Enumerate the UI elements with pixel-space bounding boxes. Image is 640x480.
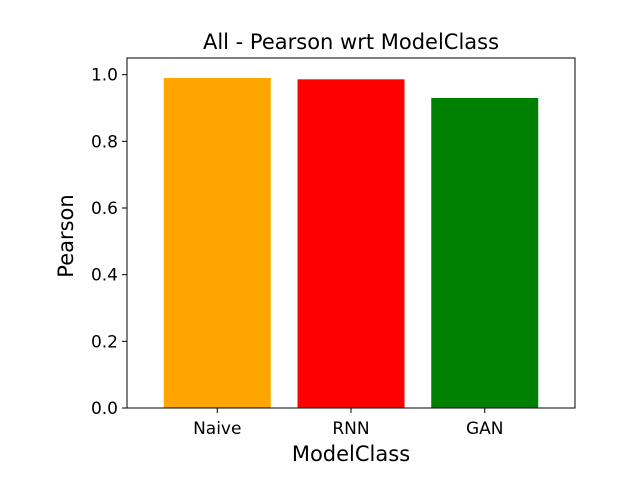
bar-gan — [431, 98, 539, 408]
x-axis: Naive RNN GAN — [193, 408, 503, 439]
y-tick-label: 0.0 — [91, 399, 118, 419]
y-tick-label: 0.4 — [91, 266, 118, 286]
bar-naive — [163, 78, 271, 408]
chart-title: All - Pearson wrt ModelClass — [203, 30, 499, 54]
x-tick-label: RNN — [332, 419, 369, 439]
y-tick-label: 0.6 — [91, 199, 118, 219]
y-axis: 0.0 0.2 0.4 0.6 0.8 1.0 — [91, 66, 127, 419]
y-tick-label: 0.2 — [91, 332, 118, 352]
x-tick-label: GAN — [466, 419, 504, 439]
x-tick-label: Naive — [193, 419, 241, 439]
y-axis-title: Pearson — [54, 194, 78, 277]
bars-group — [163, 78, 539, 408]
plot-frame — [126, 57, 576, 409]
x-axis-title: ModelClass — [292, 442, 410, 466]
y-tick-label: 1.0 — [91, 66, 118, 86]
bar-rnn — [297, 79, 405, 408]
y-tick-label: 0.8 — [91, 132, 118, 152]
